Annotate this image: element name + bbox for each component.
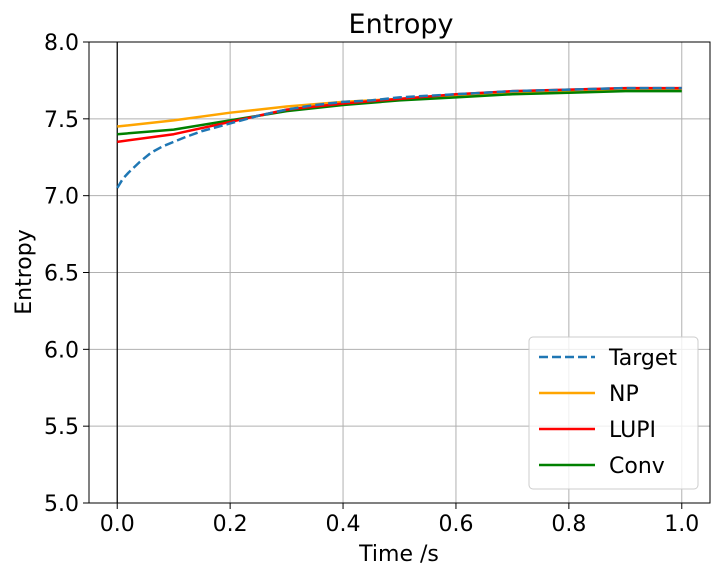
series-lines — [116, 86, 682, 189]
legend-label-lupi: LUPI — [609, 418, 656, 443]
legend-box — [528, 336, 699, 490]
legend-entries: Target NP LUPI Conv — [539, 346, 677, 479]
x-tick-label: 0.4 — [326, 512, 361, 537]
y-tick-label: 7.5 — [44, 108, 79, 133]
series-line-np — [117, 88, 682, 128]
y-axis-label: Entropy — [12, 229, 37, 314]
axis-ticks: 0.0 0.2 0.4 0.6 0.8 1.0 5.0 5.5 6.0 6.5 7.0 7.5 8.0 — [44, 31, 699, 537]
legend-label-target: Target — [608, 346, 677, 371]
y-tick-label: 5.0 — [44, 492, 79, 517]
legend: Target NP LUPI Conv — [528, 336, 699, 490]
y-tick-label: 6.0 — [44, 338, 79, 363]
y-tick-label: 7.0 — [44, 185, 79, 210]
legend-label-np: NP — [609, 382, 639, 407]
x-axis-label: Time /s — [358, 542, 439, 567]
x-tick-label: 0.2 — [213, 512, 248, 537]
x-tick-label: 0.0 — [100, 512, 135, 537]
y-tick-label: 6.5 — [44, 262, 79, 287]
legend-label-conv: Conv — [609, 454, 665, 479]
chart-title: Entropy — [349, 9, 454, 40]
y-tick-label: 8.0 — [44, 31, 79, 56]
x-tick-label: 0.6 — [438, 512, 473, 537]
series-line-conv — [117, 89, 682, 136]
x-tick-label: 1.0 — [664, 512, 699, 537]
series-line-target — [116, 86, 682, 189]
x-tick-label: 0.8 — [551, 512, 586, 537]
y-tick-label: 5.5 — [44, 415, 79, 440]
